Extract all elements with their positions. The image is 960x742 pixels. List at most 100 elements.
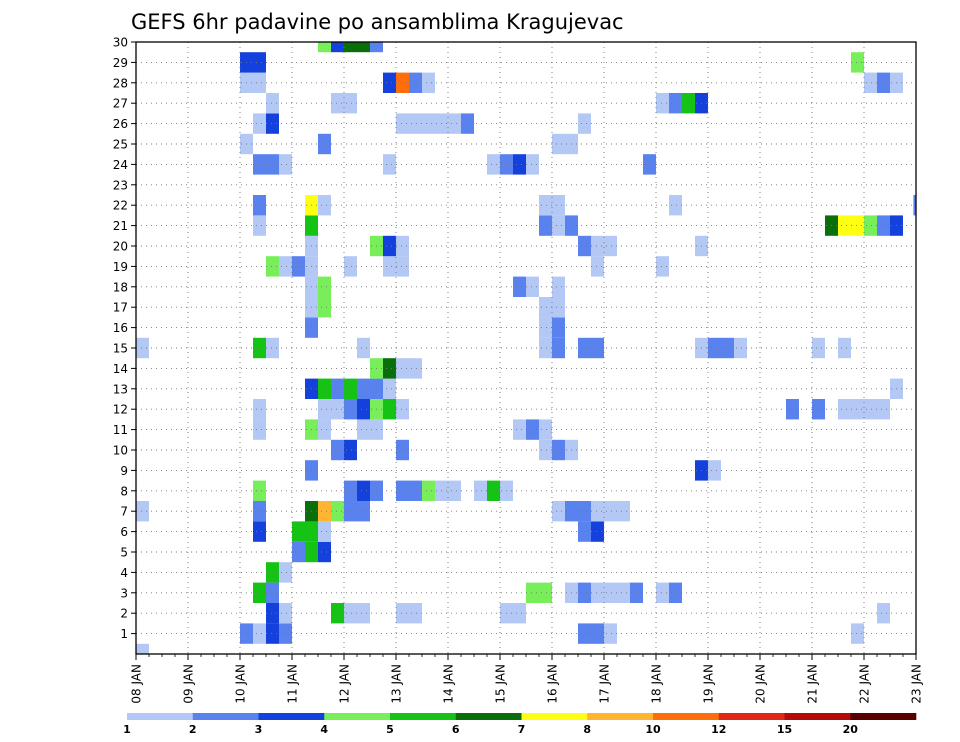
- colorbar-label: 5: [386, 723, 394, 736]
- heatmap-cell: [552, 337, 565, 359]
- heatmap-cell: [539, 215, 552, 236]
- x-tick-label: 18 JAN: [650, 664, 664, 704]
- colorbar-swatch: [718, 713, 785, 720]
- heatmap-cell: [864, 399, 877, 420]
- heatmap-cell: [539, 297, 552, 318]
- heatmap-cell: [643, 154, 656, 175]
- heatmap-cell: [877, 399, 890, 420]
- heatmap-cell: [552, 297, 565, 318]
- heatmap-cell: [253, 113, 266, 134]
- heatmap-cell: [526, 276, 539, 297]
- y-tick-label: 4: [120, 566, 128, 580]
- y-tick-label: 30: [113, 36, 128, 50]
- y-tick-label: 12: [113, 403, 128, 417]
- heatmap-cell: [292, 521, 318, 542]
- heatmap-cell: [370, 42, 383, 53]
- chart-title: GEFS 6hr padavine po ansamblima Kragujev…: [131, 10, 624, 34]
- y-tick-label: 5: [120, 546, 128, 560]
- heatmap-cell: [240, 72, 266, 93]
- heatmap-cell: [136, 337, 149, 359]
- heatmap-cell: [669, 195, 682, 216]
- y-tick-label: 19: [113, 260, 128, 274]
- heatmap-cell: [396, 72, 409, 93]
- heatmap-cell: [266, 256, 279, 277]
- heatmap-cell: [552, 133, 578, 155]
- heatmap-cell: [266, 582, 279, 603]
- x-tick-label: 08 JAN: [130, 664, 144, 704]
- heatmap-cell: [357, 480, 370, 501]
- heatmap-cell: [136, 501, 149, 522]
- y-tick-label: 17: [113, 301, 128, 315]
- y-axis: 1234567891011121314151617181920212223242…: [113, 36, 136, 641]
- colorbar-label: 10: [645, 723, 661, 736]
- heatmap-cell: [266, 603, 279, 624]
- y-tick-label: 23: [113, 178, 128, 192]
- y-tick-label: 2: [120, 607, 128, 621]
- heatmap-cell: [331, 93, 357, 114]
- heatmap-cell: [591, 235, 617, 257]
- y-tick-label: 27: [113, 97, 128, 111]
- heatmap-cell: [435, 480, 461, 501]
- heatmap-cell: [422, 72, 435, 93]
- heatmap-cell: [344, 378, 357, 399]
- heatmap-cell: [240, 52, 266, 73]
- heatmap-cell: [500, 603, 526, 624]
- x-tick-label: 17 JAN: [598, 664, 612, 704]
- colorbar-label: 12: [711, 723, 726, 736]
- heatmap-cell: [396, 235, 409, 257]
- y-tick-label: 18: [113, 280, 128, 294]
- heatmap-cell: [357, 419, 383, 440]
- heatmap-cell: [539, 419, 552, 440]
- heatmap-cell: [383, 358, 396, 379]
- colorbar: 1 2 3 4 5 6 7 8 10 12 15 20: [123, 713, 917, 736]
- heatmap-cell: [396, 358, 422, 379]
- heatmap-cell: [565, 501, 591, 522]
- heatmap-cell: [396, 399, 409, 420]
- heatmap-cell: [266, 337, 279, 359]
- heatmap-cell: [552, 215, 565, 236]
- y-tick-label: 25: [113, 138, 128, 152]
- heatmap-cell: [279, 623, 292, 644]
- y-tick-label: 29: [113, 56, 128, 70]
- heatmap-cell: [851, 623, 864, 644]
- heatmap-cell: [292, 541, 305, 563]
- x-tick-label: 23 JAN: [910, 664, 924, 704]
- heatmap-cell: [526, 582, 552, 603]
- heatmap-cell: [656, 582, 669, 603]
- y-tick-label: 21: [113, 219, 128, 233]
- x-tick-label: 21 JAN: [806, 664, 820, 704]
- y-tick-label: 15: [113, 342, 128, 356]
- heatmap-cell: [669, 93, 682, 114]
- colorbar-swatch: [192, 713, 259, 720]
- heatmap-cell: [318, 133, 331, 155]
- heatmap-cell: [461, 113, 474, 134]
- heatmap-cell: [396, 603, 422, 624]
- heatmap-cell: [331, 439, 344, 461]
- heatmap-cell: [344, 256, 357, 277]
- heatmap-cell: [253, 501, 266, 522]
- heatmap-cell: [266, 562, 279, 583]
- heatmap-cell: [409, 72, 422, 93]
- heatmap-cell: [682, 93, 695, 114]
- colorbar-label: 3: [255, 723, 263, 736]
- colorbar-swatch: [258, 713, 325, 720]
- y-tick-label: 13: [113, 382, 128, 396]
- heatmap-cell: [396, 480, 422, 501]
- y-tick-label: 11: [113, 423, 128, 437]
- heatmap-cell: [318, 541, 331, 563]
- x-tick-label: 19 JAN: [702, 664, 716, 704]
- heatmap-cell: [604, 623, 617, 644]
- colorbar-swatch: [390, 713, 457, 720]
- heatmap-cell: [344, 42, 370, 53]
- y-tick-label: 20: [113, 240, 128, 254]
- heatmap-cell: [591, 501, 630, 522]
- heatmap-cell: [266, 113, 279, 134]
- heatmap-cell: [266, 623, 279, 644]
- heatmap-cell: [487, 480, 500, 501]
- heatmap-cell: [487, 154, 500, 175]
- heatmap-cell: [292, 256, 305, 277]
- heatmap-cell: [838, 337, 851, 359]
- colorbar-swatch: [850, 713, 917, 720]
- grid-lines: [135, 42, 917, 654]
- heatmap-cell: [578, 521, 591, 542]
